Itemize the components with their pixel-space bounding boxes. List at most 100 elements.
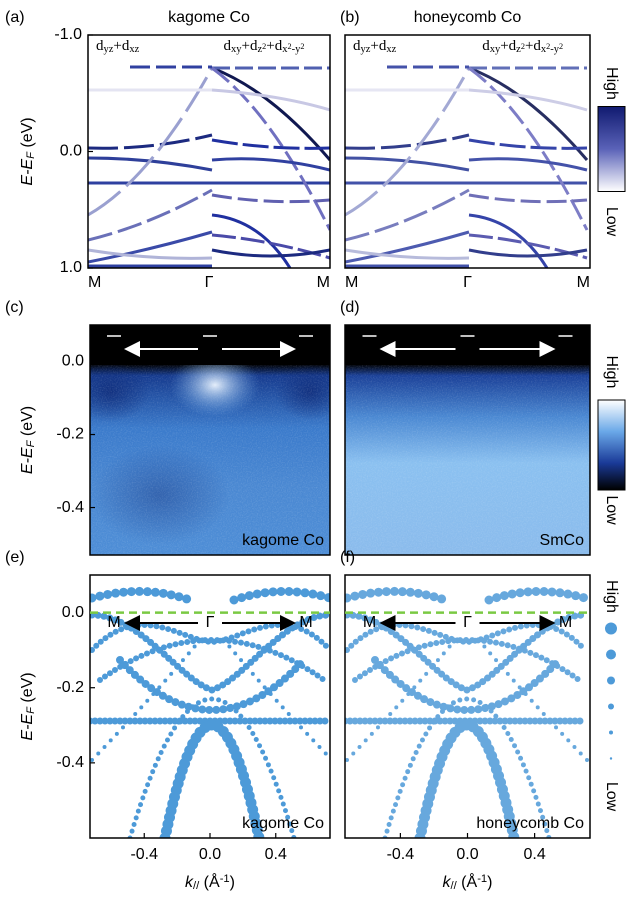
- colorbar: [597, 399, 626, 491]
- y-tick-label: 1.0: [60, 259, 82, 276]
- y-tick-label: 0.0: [62, 353, 84, 370]
- orbital-label-part: z: [516, 44, 521, 55]
- orbital-label-part: xz: [386, 44, 396, 55]
- x-tick-label: Γ: [463, 274, 472, 291]
- orbital-label-part: 2: [559, 42, 563, 51]
- symmetry-label: M: [363, 340, 376, 357]
- orbital-label: dxy+dz2+dx2-y2: [482, 38, 563, 55]
- x-tick-label: M: [577, 274, 590, 291]
- orbital-label-part: xy: [231, 44, 242, 55]
- y-axis-label-part: (eV): [19, 672, 36, 707]
- y-axis-label-part: E-E: [19, 159, 36, 186]
- orbital-label-part: xz: [129, 44, 139, 55]
- panel-title: honeycomb Co: [414, 9, 522, 26]
- x-tick-label: 0.0: [456, 846, 478, 863]
- orbital-label-part: 2: [546, 42, 550, 51]
- orbital-label-part: +d: [266, 38, 282, 54]
- symmetry-label: Γ: [463, 614, 472, 631]
- symmetry-label: M: [363, 614, 376, 631]
- orbital-label-part: +d: [500, 38, 516, 54]
- orbital-label-part: d: [96, 38, 104, 54]
- x-axis-label-part: //: [193, 880, 200, 892]
- x-axis-label-part: (Å: [457, 872, 478, 891]
- symmetry-label: M: [107, 614, 120, 631]
- x-tick-label: M: [317, 274, 330, 291]
- x-tick-label: M: [88, 274, 101, 291]
- x-tick-label: Γ: [205, 274, 214, 291]
- colorbar-high-label: High: [603, 67, 620, 100]
- weight-legend-dot: [608, 703, 614, 710]
- symmetry-label: M: [107, 340, 120, 357]
- y-tick-label: 0.0: [62, 604, 84, 621]
- weight-legend-dot: [607, 676, 615, 685]
- colorbar-low-label: Low: [603, 207, 620, 237]
- panel-annotation: SmCo: [540, 532, 585, 549]
- x-axis-label-part: (Å: [199, 872, 220, 891]
- panel-annotation: kagome Co: [242, 532, 324, 549]
- x-tick-label: 0.4: [265, 846, 287, 863]
- orbital-label-part: d: [482, 38, 490, 54]
- orbital-label-part: -y: [292, 44, 301, 55]
- plot-frame: [89, 324, 331, 556]
- orbital-label-part: x: [541, 44, 547, 55]
- x-axis-label-part: k: [443, 874, 452, 891]
- y-tick-label: 0.0: [60, 143, 82, 160]
- y-axis-label-part: (eV): [19, 406, 36, 441]
- symmetry-label: M: [299, 614, 312, 631]
- y-tick-label: -0.4: [56, 754, 84, 771]
- symmetry-label: Γ: [463, 340, 472, 357]
- colorbar-low-label: Low: [603, 782, 620, 812]
- panel-label: (c): [5, 299, 24, 316]
- panel-title: kagome Co: [168, 9, 250, 26]
- symmetry-label: M: [559, 340, 572, 357]
- orbital-label-part: 2: [521, 42, 525, 51]
- y-axis-label: E-EF (eV): [19, 672, 36, 740]
- orbital-label: dxy+dz2+dx2-y2: [224, 38, 305, 55]
- orbital-label-part: +d: [113, 38, 129, 54]
- orbital-label-part: +d: [370, 38, 386, 54]
- x-tick-label: 0.0: [199, 846, 221, 863]
- orbital-label-part: 2: [300, 42, 304, 51]
- orbital-label: dyz+dxz: [353, 38, 397, 55]
- x-tick-label: -0.4: [130, 846, 158, 863]
- x-axis-label: k// (Å-1): [443, 872, 493, 891]
- panel-annotation: honeycomb Co: [476, 815, 584, 832]
- colorbar: [597, 106, 626, 192]
- orbital-label-part: x: [282, 44, 288, 55]
- weight-legend-dot: [605, 622, 617, 635]
- symmetry-label: M: [559, 614, 572, 631]
- orbital-label-part: +d: [525, 38, 541, 54]
- plot-frame: [344, 34, 591, 269]
- y-tick-label: -0.4: [56, 499, 84, 516]
- x-axis-label-part: //: [451, 880, 458, 892]
- colorbar-high-label: High: [603, 580, 620, 613]
- y-tick-label: -1.0: [54, 26, 82, 43]
- y-axis-label-part: F: [25, 706, 37, 714]
- x-axis-label-part: ): [230, 874, 235, 891]
- orbital-label-part: z: [257, 44, 262, 55]
- panel-label: (d): [340, 299, 360, 316]
- panel-label: (a): [5, 9, 25, 26]
- y-axis-label-part: F: [25, 439, 37, 447]
- orbital-label: dyz+dxz: [96, 38, 140, 55]
- orbital-label-part: yz: [361, 44, 371, 55]
- panel-label: (b): [340, 9, 360, 26]
- y-axis-label-part: E-E: [19, 714, 36, 741]
- orbital-label-part: d: [353, 38, 361, 54]
- orbital-label-part: xy: [490, 44, 501, 55]
- y-tick-label: -0.2: [56, 679, 84, 696]
- x-axis-label-part: -1: [477, 873, 487, 885]
- orbital-label-part: 2: [288, 42, 292, 51]
- x-axis-label-part: -1: [220, 873, 230, 885]
- y-axis-label-part: E-E: [19, 447, 36, 474]
- orbital-label-part: d: [224, 38, 232, 54]
- panel-label: (f): [340, 549, 355, 566]
- plot-frame: [344, 324, 591, 556]
- orbital-label-part: 2: [262, 42, 266, 51]
- colorbar-low-label: Low: [603, 495, 620, 525]
- y-tick-label: -0.2: [56, 426, 84, 443]
- orbital-label-part: +d: [242, 38, 258, 54]
- symmetry-label: Γ: [206, 614, 215, 631]
- x-tick-label: -0.4: [387, 846, 415, 863]
- panel-label: (e): [5, 549, 25, 566]
